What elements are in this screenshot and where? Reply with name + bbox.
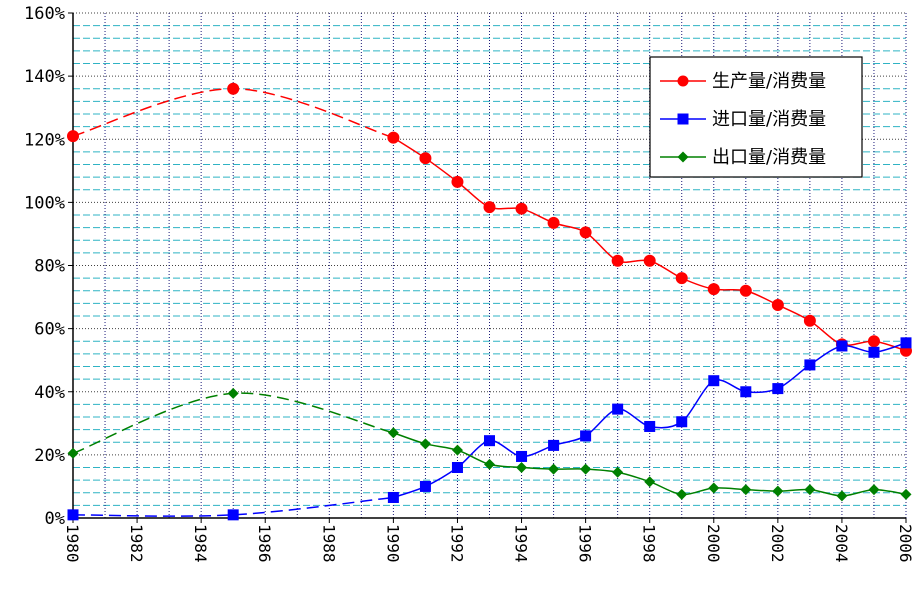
x-tick-label: 1996 xyxy=(576,524,595,563)
legend-marker xyxy=(677,75,689,87)
x-tick-label: 1982 xyxy=(127,524,146,563)
series-2-point xyxy=(67,447,79,459)
series-1-point xyxy=(644,420,656,432)
series-2-point xyxy=(836,490,848,502)
legend-label: 进口量/消费量 xyxy=(712,109,826,130)
series-0-point xyxy=(67,130,79,143)
series-0-point xyxy=(867,335,880,348)
x-tick-label: 1988 xyxy=(319,524,338,563)
series-1-point xyxy=(516,450,528,462)
y-tick-label: 160% xyxy=(24,4,65,24)
x-tick-label: 1984 xyxy=(191,524,210,563)
series-0-point xyxy=(771,298,784,311)
y-tick-label: 80% xyxy=(34,257,65,277)
series-2-point xyxy=(612,466,624,478)
series-2-point xyxy=(644,476,656,488)
series-2-point xyxy=(772,485,784,497)
series-1-point xyxy=(740,386,752,398)
series-1-point xyxy=(836,340,848,352)
series-2-point xyxy=(516,462,528,473)
series-1-point xyxy=(676,416,688,428)
series-0-point xyxy=(227,82,240,95)
series-2-point xyxy=(419,438,431,450)
series-2-point xyxy=(676,488,688,500)
y-tick-label: 20% xyxy=(34,446,65,466)
series-0-point xyxy=(643,254,656,267)
x-tick-label: 1986 xyxy=(255,524,274,563)
series-0-point xyxy=(803,314,816,327)
series-1-point xyxy=(612,403,624,415)
series-0-point xyxy=(739,284,752,297)
series-2-point xyxy=(451,444,463,456)
series-1-point xyxy=(580,430,592,442)
series-1-point xyxy=(708,375,720,387)
series-2-point xyxy=(580,463,592,475)
x-tick-label: 1998 xyxy=(640,524,659,563)
series-2-point xyxy=(740,484,752,496)
x-tick-label: 1990 xyxy=(383,524,402,563)
series-0-point xyxy=(547,216,560,229)
x-tick-label: 1992 xyxy=(447,524,466,563)
series-0-point xyxy=(579,226,592,239)
series-0-point xyxy=(451,175,464,188)
x-tick-label: 2004 xyxy=(832,524,851,563)
legend-marker xyxy=(677,151,689,163)
series-1-point xyxy=(387,491,399,503)
y-tick-label: 100% xyxy=(24,193,65,213)
series-2-point xyxy=(548,463,560,475)
series-1-point xyxy=(67,509,79,521)
series-0-point xyxy=(387,131,400,144)
series-1-point xyxy=(548,439,560,451)
series-1-point xyxy=(451,462,463,473)
series-2-point xyxy=(708,482,720,494)
series-1-point xyxy=(868,346,880,358)
series-1-point xyxy=(227,509,239,521)
series-2-point xyxy=(484,458,495,470)
series-2-point xyxy=(227,387,239,399)
x-tick-label: 2002 xyxy=(768,524,787,563)
y-tick-label: 120% xyxy=(24,130,65,150)
y-tick-label: 60% xyxy=(34,320,65,340)
y-tick-label: 40% xyxy=(34,383,65,403)
series-2-point xyxy=(387,427,399,439)
x-tick-label: 1980 xyxy=(63,524,82,563)
series-1-point xyxy=(419,480,431,492)
legend-label: 出口量/消费量 xyxy=(712,147,826,168)
series-0-point xyxy=(707,283,720,296)
series-0-point xyxy=(675,272,688,285)
series-0-point xyxy=(611,254,624,267)
series-2-point xyxy=(804,484,816,496)
series-2-point xyxy=(900,488,912,500)
series-0-point xyxy=(419,152,432,165)
x-tick-label: 2006 xyxy=(896,524,915,563)
series-2-point xyxy=(868,484,880,496)
legend-marker xyxy=(677,113,689,125)
series-1-point xyxy=(804,359,816,371)
series-0-point xyxy=(515,202,528,215)
series-1-dashed-line xyxy=(72,496,394,517)
legend-label: 生产量/消费量 xyxy=(712,71,826,92)
x-tick-label: 1994 xyxy=(512,524,531,563)
series-1-point xyxy=(484,435,495,447)
y-tick-label: 140% xyxy=(24,67,65,87)
series-0-point xyxy=(483,201,496,214)
series-1-point xyxy=(900,337,912,349)
y-tick-label: 0% xyxy=(45,509,65,529)
x-tick-label: 2000 xyxy=(704,524,723,563)
series-1-point xyxy=(772,383,784,395)
